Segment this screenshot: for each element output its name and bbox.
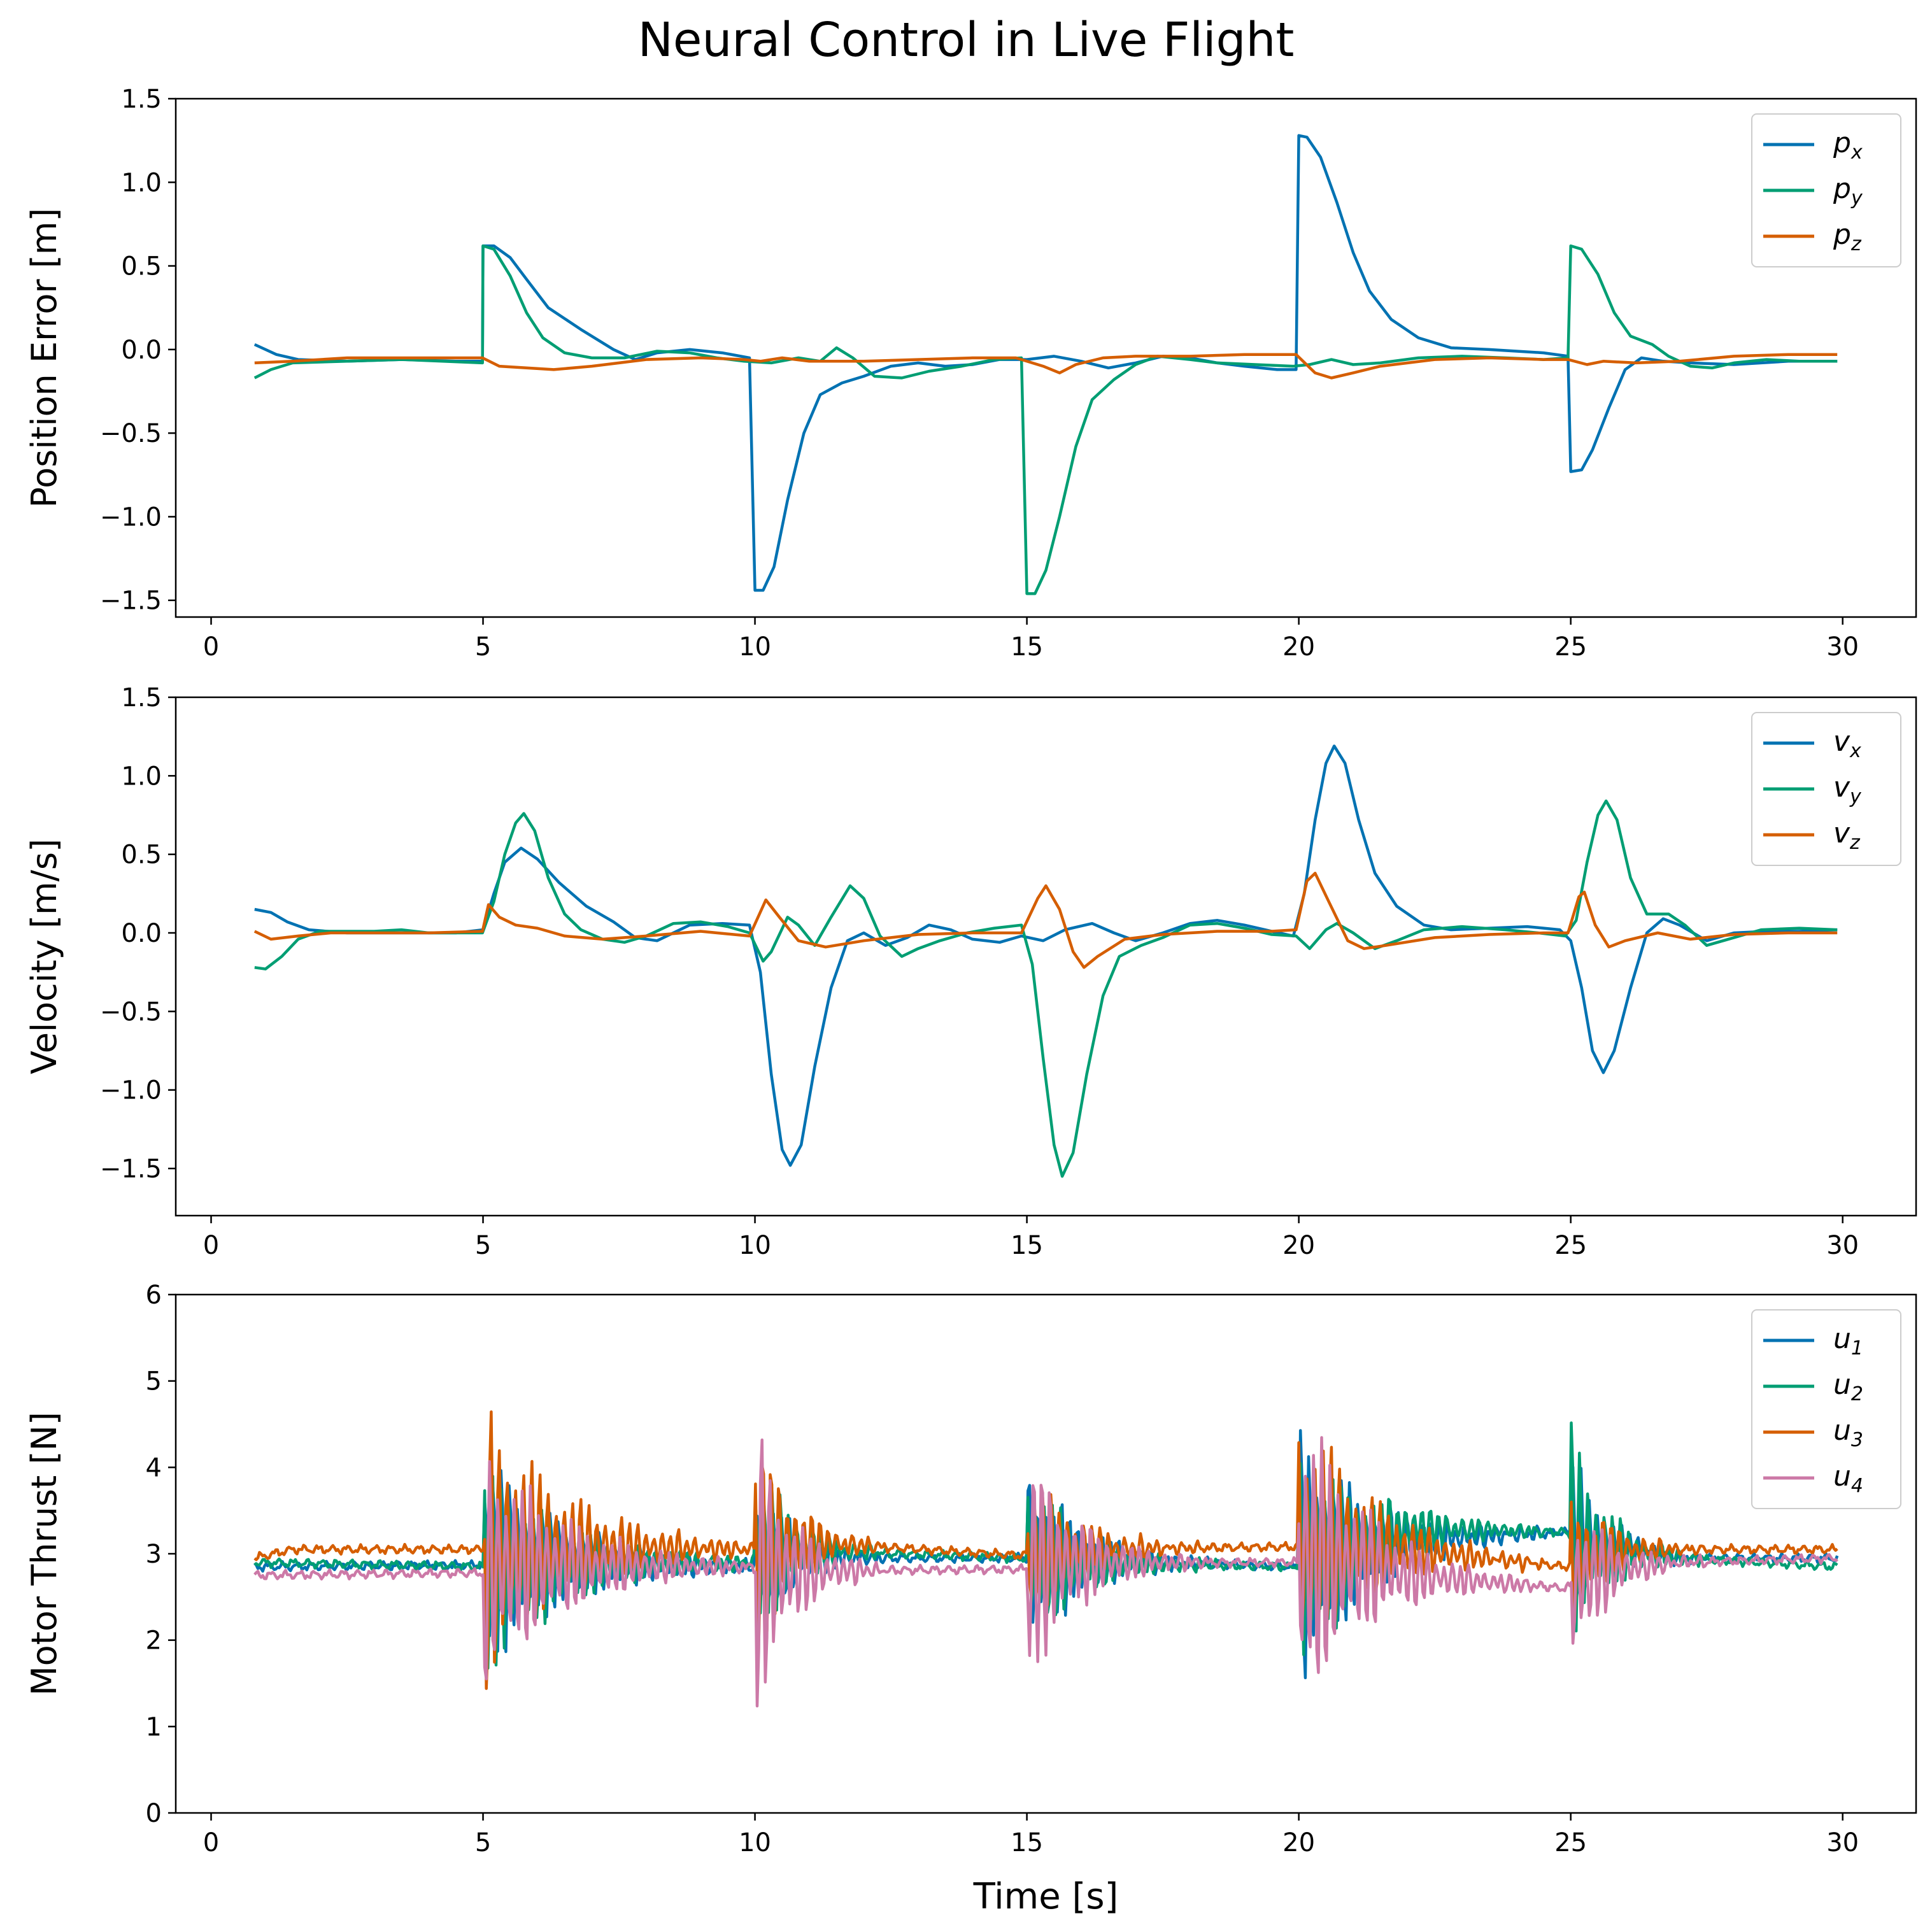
x-tick-label: 10: [739, 632, 771, 662]
legend-label: px: [1833, 127, 1863, 164]
y-tick-label: 1.0: [121, 762, 162, 791]
y-tick-label: 6: [146, 1281, 162, 1310]
y-tick-label: −0.5: [100, 419, 162, 448]
series-line-vy: [254, 799, 1838, 1178]
y-tick-label: 5: [146, 1367, 162, 1396]
x-tick-label: 0: [203, 1231, 219, 1260]
legend-label: u1: [1833, 1323, 1863, 1360]
legend-label: u3: [1833, 1414, 1863, 1451]
legend-box: [1751, 1309, 1901, 1509]
chart-thrust: 0 5 10 15 20 25 30 0 1 2 3 4 5 6 Motor Thrust [N] Time …: [24, 1281, 1917, 1917]
legend-box: [1751, 113, 1901, 267]
series-line-px: [253, 134, 1838, 592]
x-tick-label: 5: [475, 1828, 491, 1857]
series-line-pz: [254, 353, 1838, 380]
legend-position: px py pz: [1751, 113, 1901, 267]
x-axis-label: Time [s]: [973, 1876, 1119, 1917]
series-line-u4: [253, 1436, 1838, 1708]
series-line-py: [253, 244, 1838, 595]
chart-velocity: 0 5 10 15 20 25 30 −1.5 −1.0 −0.5 0.0 0.5 1.0 1.5 Velo…: [24, 683, 1917, 1260]
chart-position: 0 5 10 15 20 25 30 −1.5 −1.0 −0.5 0.0 0.5 1.0 1.5 Posi…: [24, 85, 1917, 662]
y-tick-label: 3: [146, 1540, 162, 1569]
legend-label: pz: [1833, 218, 1862, 255]
y-tick-label: 0.0: [121, 336, 162, 365]
y-tick-label: −1.0: [100, 502, 162, 532]
x-tick-label: 20: [1282, 632, 1315, 662]
y-tick-label: 1.5: [121, 85, 162, 114]
y-tick-label: 0.5: [121, 841, 162, 870]
y-tick-label: 0: [146, 1799, 162, 1828]
x-tick-label: 20: [1282, 1828, 1315, 1857]
legend-thrust: u1 u2 u3 u4: [1751, 1309, 1901, 1509]
plot-area-thrust: [253, 1410, 1839, 1708]
panels: 0 5 10 15 20 25 30−1.5−1.0−0.50.00.51.01.5Posi…: [24, 85, 1917, 1917]
axes-frame-position: [174, 97, 1917, 618]
x-tick-label: 0: [203, 632, 219, 662]
legend-label: u4: [1833, 1460, 1863, 1497]
y-tick-label: −1.5: [100, 586, 162, 616]
y-tick-label: 1.0: [121, 168, 162, 197]
y-tick-label: 2: [146, 1626, 162, 1656]
x-tick-label: 15: [1011, 1231, 1043, 1260]
axes-frame-velocity: [174, 696, 1917, 1217]
y-tick-label: −1.5: [100, 1154, 162, 1184]
y-tick-label: −1.0: [100, 1076, 162, 1105]
legend-label: py: [1833, 173, 1863, 210]
y-tick-label: −0.5: [100, 997, 162, 1026]
x-tick-label: 25: [1554, 1828, 1587, 1857]
figure-title: Neural Control in Live Flight: [638, 13, 1295, 67]
x-tick-label: 5: [475, 1231, 491, 1260]
y-tick-label: 0.0: [121, 919, 162, 948]
series-line-vx: [254, 744, 1838, 1167]
legend-label: vz: [1833, 817, 1861, 854]
x-tick-label: 20: [1282, 1231, 1315, 1260]
x-tick-label: 15: [1011, 1828, 1043, 1857]
x-tick-label: 15: [1011, 632, 1043, 662]
legend-label: vy: [1833, 771, 1862, 808]
x-tick-label: 30: [1826, 1231, 1859, 1260]
y-axis-label-position: Position Error [m]: [24, 208, 64, 508]
y-tick-label: 1.5: [121, 683, 162, 713]
x-tick-label: 0: [203, 1828, 219, 1857]
x-tick-label: 25: [1554, 632, 1587, 662]
legend-box: [1751, 712, 1901, 866]
y-tick-label: 0.5: [121, 252, 162, 281]
legend-velocity: vx vy vz: [1751, 712, 1901, 866]
x-tick-label: 10: [739, 1828, 771, 1857]
x-tick-label: 5: [475, 632, 491, 662]
y-tick-label: 4: [146, 1453, 162, 1482]
x-tick-label: 30: [1826, 1828, 1859, 1857]
plot-area-velocity: [253, 744, 1838, 1178]
y-axis-label-velocity: Velocity [m/s]: [24, 839, 64, 1074]
legend-label: vx: [1833, 725, 1861, 762]
y-tick-label: 1: [146, 1712, 162, 1742]
x-tick-label: 30: [1826, 632, 1859, 662]
x-tick-label: 25: [1554, 1231, 1587, 1260]
legend-label: u2: [1833, 1368, 1863, 1405]
y-axis-label-thrust: Motor Thrust [N]: [24, 1412, 64, 1696]
series-line-vz: [253, 872, 1838, 969]
x-tick-label: 10: [739, 1231, 771, 1260]
plot-area-position: [253, 134, 1838, 595]
